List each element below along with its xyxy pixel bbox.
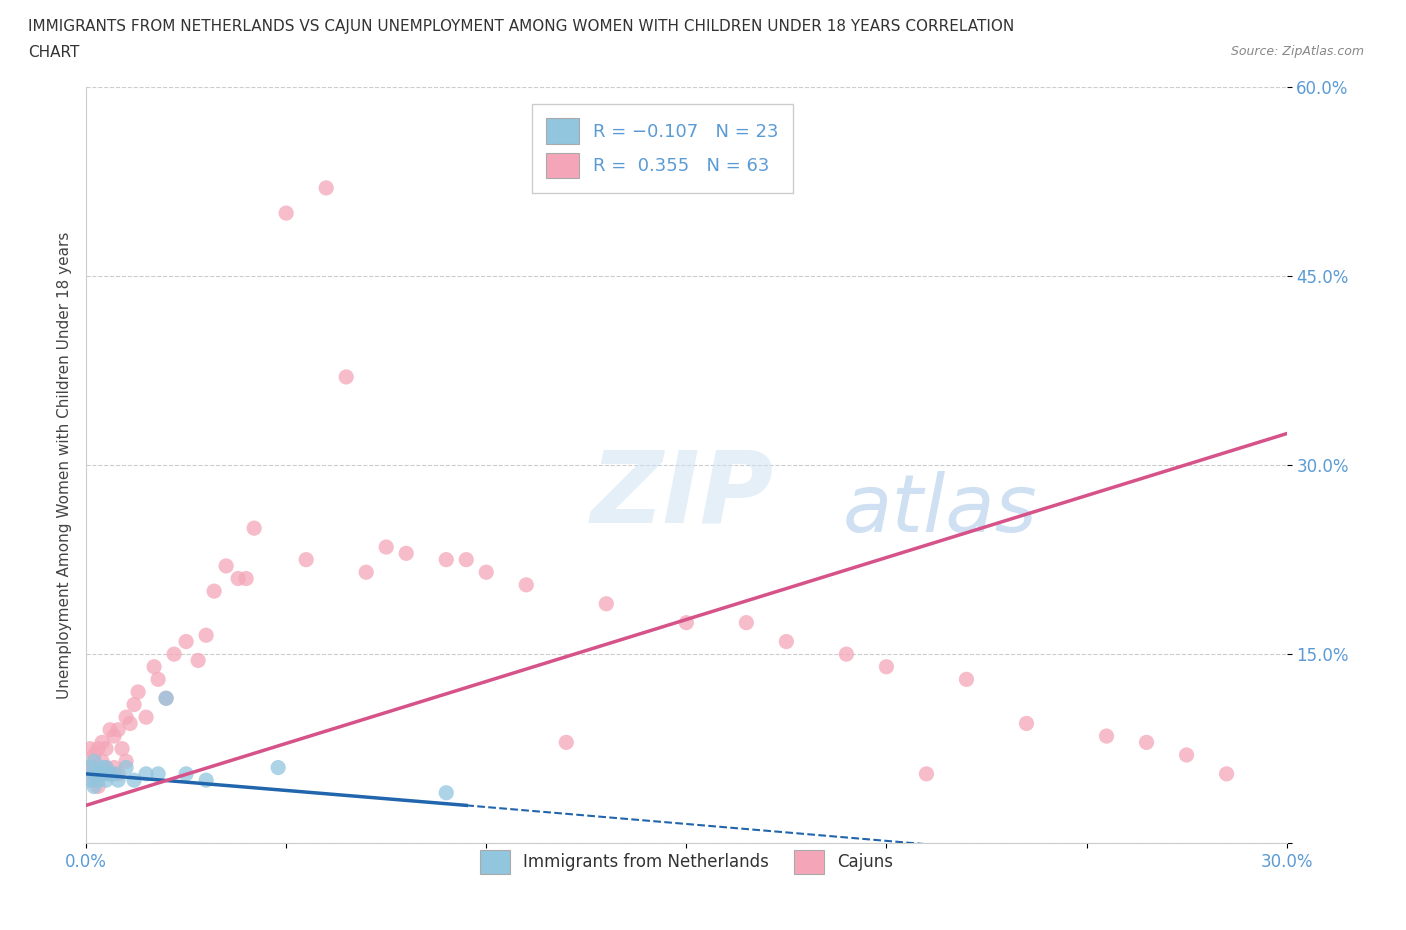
Point — [120, 716, 142, 731]
Point — [79, 773, 101, 788]
Point — [103, 760, 125, 775]
Text: CHART: CHART — [28, 45, 80, 60]
Point — [87, 741, 110, 756]
Point — [835, 646, 858, 661]
Point — [775, 634, 797, 649]
Point — [79, 760, 101, 775]
Point — [475, 565, 498, 579]
Text: IMMIGRANTS FROM NETHERLANDS VS CAJUN UNEMPLOYMENT AMONG WOMEN WITH CHILDREN UNDE: IMMIGRANTS FROM NETHERLANDS VS CAJUN UNE… — [28, 19, 1014, 33]
Point — [187, 653, 209, 668]
Text: Source: ZipAtlas.com: Source: ZipAtlas.com — [1230, 45, 1364, 58]
Text: ZIP: ZIP — [591, 447, 773, 544]
Point — [515, 578, 537, 592]
Point — [174, 766, 197, 781]
Point — [91, 760, 114, 775]
Point — [354, 565, 377, 579]
Point — [91, 766, 114, 781]
Point — [98, 766, 121, 781]
Point — [115, 760, 138, 775]
Point — [115, 710, 138, 724]
Point — [675, 616, 697, 631]
Point — [103, 766, 125, 781]
Point — [295, 552, 318, 567]
Point — [235, 571, 257, 586]
Point — [115, 754, 138, 769]
Point — [595, 596, 617, 611]
Point — [1015, 716, 1038, 731]
Point — [195, 628, 218, 643]
Point — [87, 773, 110, 788]
Point — [276, 206, 298, 220]
Point — [107, 766, 129, 781]
Point — [434, 552, 457, 567]
Point — [91, 754, 114, 769]
Point — [83, 773, 105, 788]
Point — [395, 546, 418, 561]
Point — [83, 748, 105, 763]
Point — [143, 659, 166, 674]
Point — [98, 723, 121, 737]
Point — [87, 779, 110, 794]
Point — [335, 369, 357, 384]
Point — [122, 698, 145, 712]
Point — [875, 659, 897, 674]
Point — [1215, 766, 1237, 781]
Point — [955, 671, 977, 686]
Point — [94, 773, 117, 788]
Point — [375, 539, 398, 554]
Point — [195, 773, 218, 788]
Point — [91, 735, 114, 750]
Point — [146, 766, 169, 781]
Point — [94, 741, 117, 756]
Point — [98, 766, 121, 781]
Point — [107, 723, 129, 737]
Point — [202, 584, 225, 599]
Point — [83, 760, 105, 775]
Point — [174, 634, 197, 649]
Point — [155, 691, 177, 706]
Legend: Immigrants from Netherlands, Cajuns: Immigrants from Netherlands, Cajuns — [472, 844, 900, 880]
Point — [226, 571, 249, 586]
Point — [1135, 735, 1157, 750]
Point — [267, 760, 290, 775]
Point — [155, 691, 177, 706]
Point — [122, 773, 145, 788]
Point — [83, 779, 105, 794]
Point — [315, 180, 337, 195]
Point — [83, 766, 105, 781]
Point — [135, 710, 157, 724]
Text: atlas: atlas — [842, 472, 1038, 550]
Point — [79, 760, 101, 775]
Point — [107, 773, 129, 788]
Point — [135, 766, 157, 781]
Point — [111, 741, 134, 756]
Point — [434, 785, 457, 800]
Point — [83, 754, 105, 769]
Point — [91, 766, 114, 781]
Point — [456, 552, 478, 567]
Point — [735, 616, 758, 631]
Point — [87, 766, 110, 781]
Point — [146, 671, 169, 686]
Point — [103, 728, 125, 743]
Point — [555, 735, 578, 750]
Point — [94, 760, 117, 775]
Point — [915, 766, 938, 781]
Point — [215, 559, 238, 574]
Point — [127, 684, 149, 699]
Point — [94, 760, 117, 775]
Point — [243, 521, 266, 536]
Point — [79, 741, 101, 756]
Point — [1175, 748, 1198, 763]
Point — [87, 766, 110, 781]
Point — [163, 646, 186, 661]
Point — [1095, 728, 1118, 743]
Y-axis label: Unemployment Among Women with Children Under 18 years: Unemployment Among Women with Children U… — [58, 232, 72, 698]
